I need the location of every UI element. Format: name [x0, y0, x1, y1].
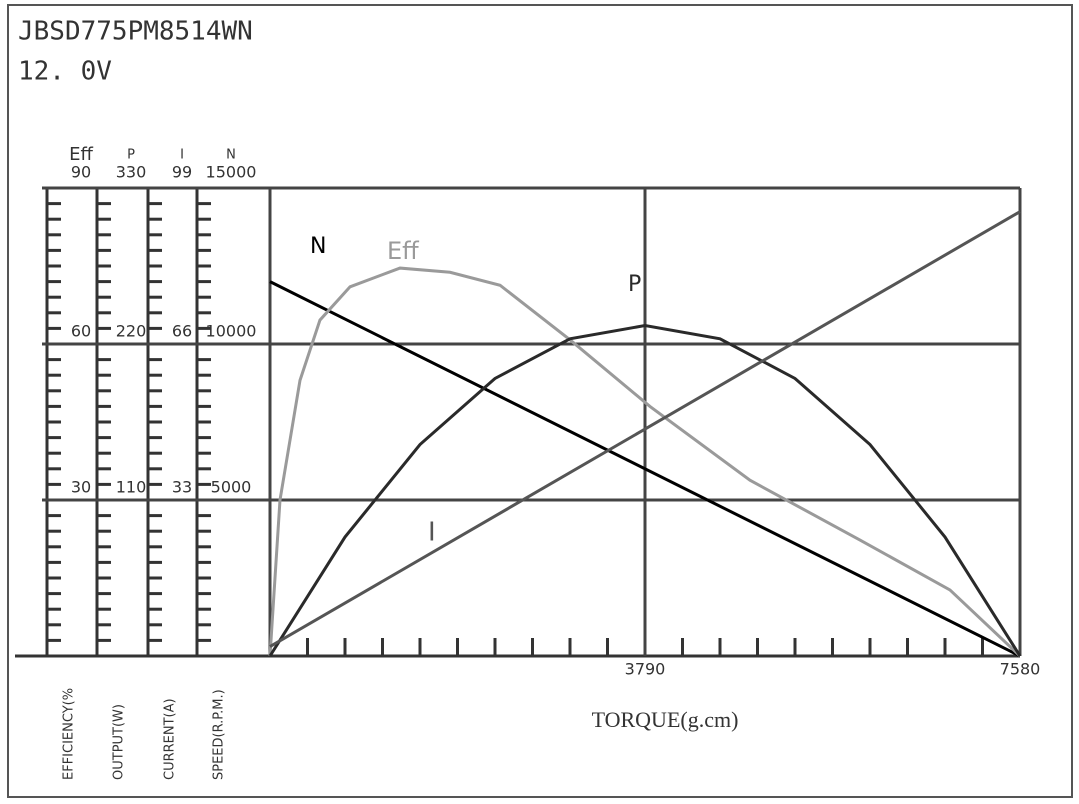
y-tick-label: 66: [172, 322, 192, 341]
y-tick-label: 330: [116, 163, 147, 182]
y-tick-label: 90: [71, 163, 91, 182]
x-tick-label: 7580: [1000, 660, 1041, 679]
y-tick-label: 33: [172, 478, 192, 497]
y-tick-label: 110: [116, 478, 147, 497]
y-tick-label: 30: [71, 478, 91, 497]
y-tick-label: 99: [172, 163, 192, 182]
axis-name: N: [226, 148, 236, 163]
series-line: [269, 210, 1021, 648]
series-label: P: [628, 272, 641, 297]
series-label: I: [428, 518, 436, 548]
y-axis-label: OUTPUT(W): [112, 704, 127, 780]
y-axis-label: EFFICIENCY(%: [62, 688, 77, 780]
axis-name: Eff: [69, 144, 93, 165]
y-tick-label: 15000: [206, 163, 257, 182]
y-tick-label: 5000: [211, 478, 252, 497]
y-axis-label: CURRENT(A): [163, 698, 178, 780]
series-line: [268, 266, 1022, 658]
y-axis-label: SPEED(R.P.M.): [212, 689, 227, 780]
axis-name: P: [127, 148, 135, 163]
x-axis-label: TORQUE(g.cm): [592, 707, 739, 732]
x-tick-label: 3790: [625, 660, 666, 679]
y-tick-label: 10000: [206, 322, 257, 341]
series-label: Eff: [387, 237, 419, 265]
y-tick-label: 60: [71, 322, 91, 341]
series-label: N: [310, 234, 326, 259]
series-line: [269, 280, 1021, 658]
chart-subtitle: 12. 0V: [18, 57, 112, 87]
axis-name: I: [180, 148, 184, 163]
y-tick-label: 220: [116, 322, 147, 341]
chart-title: JBSD775PM8514WN: [18, 17, 253, 47]
frame: [7, 4, 1073, 798]
series-line: [268, 324, 1022, 657]
